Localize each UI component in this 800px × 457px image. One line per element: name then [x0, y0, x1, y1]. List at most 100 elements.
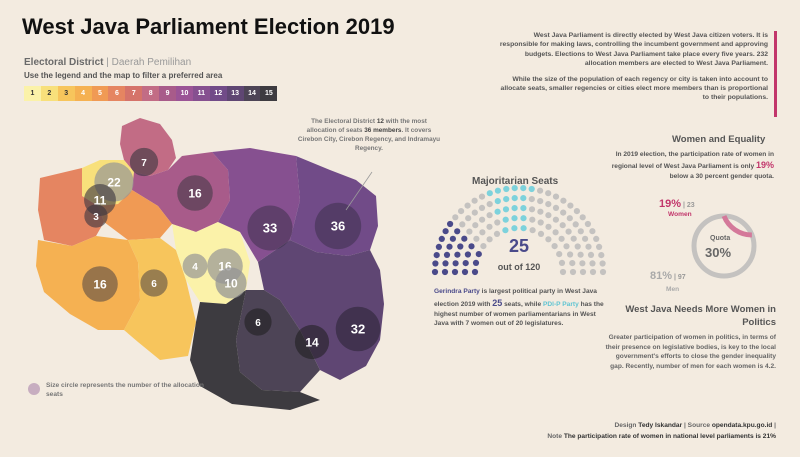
seat-dot — [574, 243, 581, 250]
seat-bubble[interactable] — [215, 267, 247, 299]
section-title-separator: | — [103, 57, 112, 68]
seat-bubble[interactable] — [244, 308, 272, 336]
women-politics-title: West Java Needs More Women in Politics — [625, 304, 776, 328]
seat-dot — [461, 235, 468, 242]
legend-item-8[interactable]: 8 — [142, 86, 160, 101]
legend-item-9[interactable]: 9 — [159, 86, 177, 101]
seat-dot — [552, 229, 559, 236]
seat-dot — [537, 208, 544, 215]
gerindra-seats: 25 — [492, 297, 503, 308]
seat-dot — [442, 260, 449, 267]
legend-item-10[interactable]: 10 — [176, 86, 193, 101]
seat-dot — [511, 195, 518, 202]
seat-bubble[interactable] — [314, 202, 362, 250]
donut-women-arc — [721, 214, 753, 238]
seat-dot — [584, 220, 592, 228]
legend-item-11[interactable]: 11 — [192, 86, 210, 101]
seat-dot — [486, 236, 493, 243]
seat-dot — [596, 243, 603, 250]
seat-dot — [585, 243, 592, 250]
legend-item-5[interactable]: 5 — [91, 86, 109, 101]
footnote-label: Note — [547, 433, 564, 440]
seat-bubble[interactable] — [84, 204, 108, 228]
seat-dot — [431, 268, 439, 276]
seat-dot — [502, 227, 509, 234]
legend-item-14[interactable]: 14 — [243, 86, 261, 101]
seat-dot — [468, 243, 475, 250]
seat-dot — [511, 185, 518, 192]
seat-dot — [471, 197, 478, 204]
region-district-5[interactable] — [38, 168, 104, 246]
legend-item-1[interactable]: 1 — [24, 86, 41, 101]
credit-end: | — [772, 422, 776, 429]
seat-dot — [493, 230, 501, 237]
seat-dot — [528, 185, 535, 193]
footnote: Note The participation rate of women in … — [430, 433, 776, 440]
seat-dot — [577, 251, 584, 258]
men-share-count: 97 — [677, 274, 686, 281]
women-politics-text: Greater participation of women in politi… — [605, 334, 776, 370]
legend-item-4[interactable]: 4 — [74, 86, 92, 101]
seat-bubble-label: 6 — [151, 279, 157, 290]
seat-bubble[interactable] — [129, 147, 159, 177]
seat-bubble[interactable] — [335, 306, 381, 352]
seat-dot — [565, 228, 572, 235]
callout-seats: 36 members — [364, 126, 402, 134]
majoritarian-title: Majoritarian Seats — [472, 176, 559, 187]
seat-bubble[interactable] — [140, 269, 168, 297]
seat-bubble-label: 4 — [192, 262, 198, 273]
district-callout: The Electoral District 12 with the most … — [296, 118, 442, 154]
seat-dot — [528, 206, 536, 213]
district-legend: 1 2 3 4 5 6 7 8 9 10 11 12 13 14 15 — [24, 86, 278, 101]
seat-bubble[interactable] — [182, 253, 208, 279]
callout-district: 12 — [376, 118, 384, 125]
seat-bubble[interactable] — [247, 205, 293, 251]
seat-dot — [511, 205, 518, 212]
legend-item-12[interactable]: 12 — [209, 86, 227, 101]
men-share-pct: 81% — [650, 270, 673, 282]
legend-item-7[interactable]: 7 — [125, 86, 143, 101]
seat-dot — [567, 251, 574, 258]
seat-dot — [598, 252, 605, 259]
seat-dot — [589, 268, 597, 276]
party-text: Gerindra Party is largest political part… — [434, 287, 610, 329]
region-district-15[interactable] — [190, 290, 320, 410]
seat-bubble-label: 7 — [141, 158, 147, 169]
seat-dot — [479, 229, 486, 236]
seat-dot — [520, 195, 527, 202]
seat-bubble-label: 36 — [331, 219, 345, 234]
seat-bubble-label: 14 — [305, 336, 319, 350]
seat-dot — [529, 216, 536, 223]
seat-dot — [486, 212, 493, 219]
men-share: 81% | 97 — [650, 270, 686, 282]
quota-value: 30% — [705, 245, 732, 260]
legend-item-6[interactable]: 6 — [108, 86, 126, 101]
seat-bubble-label: 6 — [255, 318, 261, 329]
seat-dot — [552, 216, 560, 223]
legend-item-15[interactable]: 15 — [260, 86, 278, 101]
credit-design-label: Design — [614, 422, 639, 429]
seat-dot — [545, 223, 552, 230]
seat-dot — [494, 198, 501, 205]
intro-text: West Java Parliament is directly elected… — [496, 31, 768, 109]
seat-dot — [520, 185, 527, 192]
seat-dot — [447, 220, 454, 228]
seat-dot — [572, 221, 579, 228]
seat-dot — [503, 196, 510, 203]
seat-bubble-label: 16 — [93, 278, 107, 292]
seat-bubble[interactable] — [177, 175, 213, 211]
credit-source[interactable]: opendata.kpu.go.id — [711, 422, 773, 429]
seat-dot — [566, 215, 573, 222]
seat-bubble[interactable] — [294, 324, 330, 360]
region-district-4[interactable] — [98, 190, 172, 240]
legend-item-3[interactable]: 3 — [57, 86, 75, 101]
seat-dot — [466, 228, 473, 235]
women-text-3: percent gender quota. — [702, 173, 774, 181]
region-district-3[interactable] — [124, 238, 196, 360]
legend-item-2[interactable]: 2 — [40, 86, 58, 101]
seat-bubble[interactable] — [82, 266, 118, 302]
seat-dot — [599, 268, 607, 276]
legend-item-13[interactable]: 13 — [226, 86, 244, 101]
seat-dot — [577, 228, 584, 235]
